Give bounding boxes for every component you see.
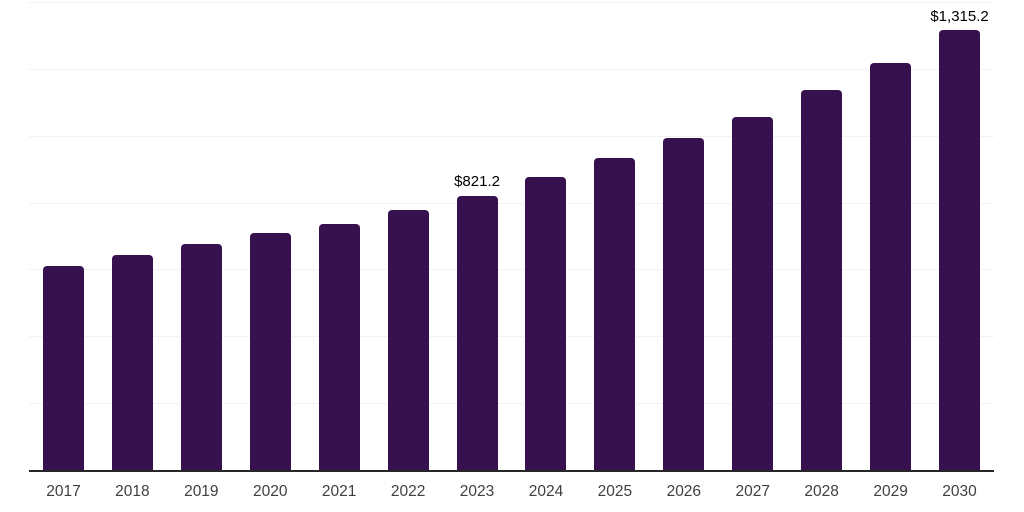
x-tick-2021: 2021: [321, 483, 357, 500]
gridline-200: [29, 403, 994, 405]
gridline-1000: [29, 135, 994, 137]
bar-2026: [663, 137, 705, 470]
bar-2028: [801, 90, 843, 470]
bar-2030: [939, 30, 981, 470]
bar-2017: [42, 265, 84, 470]
bar-2018: [111, 254, 153, 470]
bar-2019: [180, 243, 222, 470]
bar-2024: [525, 176, 567, 470]
x-tick-2026: 2026: [666, 483, 702, 500]
bar-2023: [456, 195, 498, 470]
x-tick-2028: 2028: [804, 483, 839, 500]
x-tick-2018: 2018: [115, 483, 150, 500]
plot-area: $821.2 $1,315.2: [29, 2, 994, 472]
bar-2022: [387, 209, 429, 470]
x-tick-2029: 2029: [873, 483, 908, 500]
x-tick-2024: 2024: [528, 483, 564, 500]
bar-2029: [870, 62, 912, 470]
bar-2025: [594, 158, 636, 470]
x-tick-2027: 2027: [735, 483, 770, 500]
x-tick-2020: 2020: [253, 483, 288, 500]
gridline-1400: [29, 2, 994, 3]
x-tick-2022: 2022: [390, 483, 426, 500]
x-tick-2017: 2017: [46, 483, 81, 500]
gridline-800: [29, 202, 994, 204]
bar-2020: [249, 232, 291, 470]
x-tick-2019: 2019: [184, 483, 219, 500]
x-axis-line: [29, 470, 994, 472]
bar-2021: [318, 224, 360, 470]
gridline-600: [29, 269, 994, 271]
data-label-2030: $1,315.2: [930, 8, 989, 26]
x-tick-2030: 2030: [942, 483, 977, 500]
x-axis-labels: 2017 2018 2019 2020 2021 2022 2023 2024 2025 2026…: [29, 483, 994, 503]
gridline-400: [29, 336, 994, 338]
x-tick-2023: 2023: [459, 483, 495, 500]
x-tick-2025: 2025: [597, 483, 633, 500]
data-label-2023: $821.2: [454, 173, 500, 191]
bar-chart: $821.2 $1,315.2 2017 2018 2019 2020 2021 2022 2…: [29, 2, 994, 510]
bar-2027: [732, 116, 774, 470]
gridline-1200: [29, 68, 994, 70]
